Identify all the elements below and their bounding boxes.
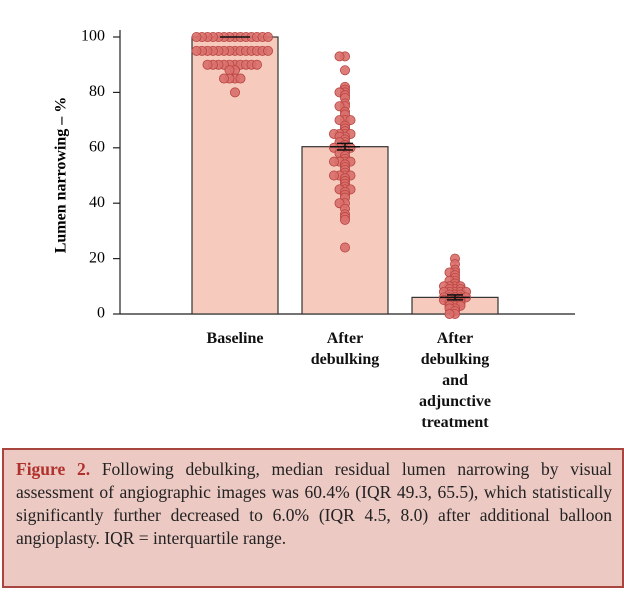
- data-point: [262, 45, 273, 56]
- data-point: [202, 59, 213, 70]
- data-point: [339, 65, 350, 76]
- data-point: [218, 73, 229, 84]
- y-tick-label: 0: [97, 305, 105, 322]
- data-point: [191, 32, 202, 43]
- data-point: [339, 242, 350, 253]
- y-axis-label: Lumen narrowing – %: [53, 97, 70, 254]
- data-point: [229, 87, 240, 98]
- x-tick-label: After debulking: [310, 330, 380, 368]
- data-point: [328, 156, 339, 167]
- x-tick-label: Baseline: [206, 330, 264, 347]
- data-point: [334, 51, 345, 62]
- data-point: [262, 32, 273, 43]
- data-point: [191, 45, 202, 56]
- chart: Lumen narrowing – % 0 20 40 60 80 100: [53, 28, 575, 322]
- y-tick-label: 100: [81, 28, 105, 45]
- y-tick-label: 40: [89, 194, 105, 211]
- data-point: [224, 65, 235, 76]
- y-tick-label: 20: [89, 249, 105, 266]
- data-point: [251, 59, 262, 70]
- y-tick-label: 60: [89, 138, 105, 155]
- data-point: [235, 73, 246, 84]
- error-bar: [330, 142, 360, 151]
- error-bar: [440, 294, 470, 301]
- y-tick-label: 80: [89, 83, 105, 100]
- caption-label: Figure 2.: [16, 459, 91, 479]
- data-point: [339, 214, 350, 225]
- caption: Figure 2. Following debulking, median re…: [2, 448, 624, 588]
- data-point: [328, 170, 339, 181]
- data-point: [444, 308, 455, 319]
- x-tick-label: After debulking and adjunctive treatment: [419, 330, 491, 431]
- caption-text: Following debulking, median residual lum…: [16, 459, 612, 548]
